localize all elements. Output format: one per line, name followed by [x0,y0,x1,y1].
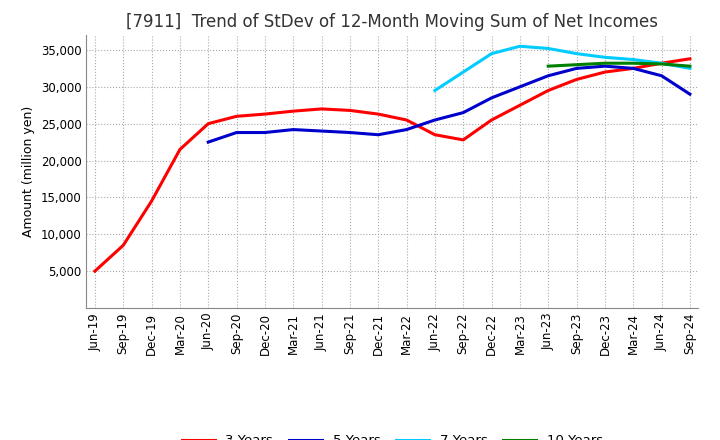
Y-axis label: Amount (million yen): Amount (million yen) [22,106,35,237]
Legend: 3 Years, 5 Years, 7 Years, 10 Years: 3 Years, 5 Years, 7 Years, 10 Years [176,429,608,440]
Title: [7911]  Trend of StDev of 12-Month Moving Sum of Net Incomes: [7911] Trend of StDev of 12-Month Moving… [127,13,658,31]
